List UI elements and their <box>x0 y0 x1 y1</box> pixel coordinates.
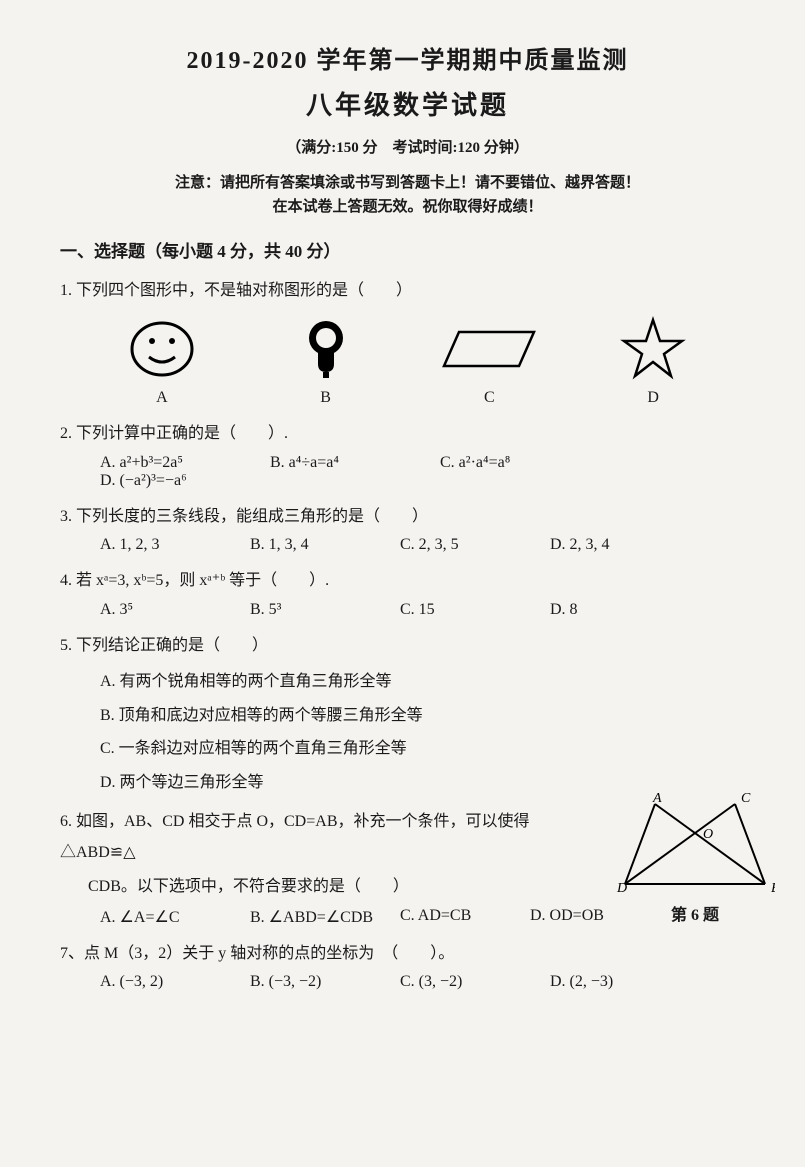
star-icon <box>618 316 688 382</box>
q3-opt-d: D. 2, 3, 4 <box>550 536 700 554</box>
q6-opt-c: C. AD=CB <box>400 907 530 927</box>
q1-fig-c <box>429 324 549 379</box>
q1-label-d: D <box>593 389 713 407</box>
section-1-head: 一、选择题（每小题 4 分，共 40 分） <box>60 237 755 262</box>
exam-notice: 注意：请把所有答案填涂或书写到答题卡上！请不要错位、越界答题！ 在本试卷上答题无… <box>60 171 755 219</box>
q5-opt-a: A. 有两个锐角相等的两个直角三角形全等 <box>100 665 755 699</box>
q6-caption: 第 6 题 <box>615 901 775 925</box>
q1-figures-row <box>60 310 755 389</box>
svg-text:O: O <box>703 827 713 842</box>
q2-opt-c: C. a²·a⁴=a⁸ <box>440 454 610 472</box>
q5-opt-c: C. 一条斜边对应相等的两个直角三角形全等 <box>100 732 755 766</box>
q4-opt-d: D. 8 <box>550 601 700 619</box>
q1-labels: A B C D <box>60 389 755 419</box>
svg-text:B: B <box>771 881 775 892</box>
q6-opt-b: B. ∠ABD=∠CDB <box>250 907 400 927</box>
q2-opt-d: D. (−a²)³=−a⁶ <box>100 472 270 490</box>
q4-stem: 4. 若 xᵃ=3, xᵇ=5，则 xᵃ⁺ᵇ 等于（ ）. <box>60 566 755 596</box>
q4-options: A. 3⁵ B. 5³ C. 15 D. 8 <box>60 601 755 619</box>
q5-stem: 5. 下列结论正确的是（ ） <box>60 631 755 661</box>
smiley-face-icon <box>127 319 197 379</box>
q6-opt-a: A. ∠A=∠C <box>100 907 250 927</box>
q3-stem: 3. 下列长度的三条线段，能组成三角形的是（ ） <box>60 502 755 532</box>
exam-title-line1: 2019-2020 学年第一学期期中质量监测 <box>60 40 755 75</box>
q7-opt-c: C. (3, −2) <box>400 973 550 991</box>
q7-opt-b: B. (−3, −2) <box>250 973 400 991</box>
q1-label-b: B <box>266 389 386 407</box>
q2-opt-b: B. a⁴÷a=a⁴ <box>270 454 440 472</box>
q1-label-a: A <box>102 389 222 407</box>
q3-opt-c: C. 2, 3, 5 <box>400 536 550 554</box>
svg-text:C: C <box>741 792 751 806</box>
q7-opt-d: D. (2, −3) <box>550 973 700 991</box>
q4-opt-c: C. 15 <box>400 601 550 619</box>
svg-text:A: A <box>652 792 662 806</box>
q1-fig-d <box>593 316 713 387</box>
q7-stem: 7、点 M（3，2）关于 y 轴对称的点的坐标为 （ ）。 <box>60 939 755 969</box>
q3-opt-a: A. 1, 2, 3 <box>100 536 250 554</box>
svg-text:D: D <box>616 881 627 892</box>
q3-options: A. 1, 2, 3 B. 1, 3, 4 C. 2, 3, 5 D. 2, 3… <box>60 536 755 554</box>
q1-label-c: C <box>429 389 549 407</box>
q1-fig-b <box>266 318 386 385</box>
q3-opt-b: B. 1, 3, 4 <box>250 536 400 554</box>
q1-stem: 1. 下列四个图形中，不是轴对称图形的是（ ） <box>60 276 755 306</box>
q7-options: A. (−3, 2) B. (−3, −2) C. (3, −2) D. (2,… <box>60 973 755 991</box>
q4-opt-b: B. 5³ <box>250 601 400 619</box>
q4-opt-a: A. 3⁵ <box>100 601 250 619</box>
q1-fig-a <box>102 319 222 384</box>
q2-opt-a: A. a²+b³=2a⁵ <box>100 454 270 472</box>
q6-figure: A C O D B 第 6 题 <box>615 792 775 925</box>
q5-opt-b: B. 顶角和底边对应相等的两个等腰三角形全等 <box>100 699 755 733</box>
lightbulb-icon <box>301 318 351 380</box>
notice-line2: 在本试卷上答题无效。祝你取得好成绩！ <box>272 199 542 215</box>
exam-meta: （满分:150 分 考试时间:120 分钟） <box>60 136 755 157</box>
exam-title-line2: 八年级数学试题 <box>60 85 755 122</box>
q5-options: A. 有两个锐角相等的两个直角三角形全等 B. 顶角和底边对应相等的两个等腰三角… <box>60 665 755 799</box>
q2-options: A. a²+b³=2a⁵ B. a⁴÷a=a⁴ C. a²·a⁴=a⁸ D. (… <box>60 454 755 490</box>
notice-line1: 注意：请把所有答案填涂或书写到答题卡上！请不要错位、越界答题！ <box>175 175 640 191</box>
parallelogram-icon <box>434 324 544 374</box>
triangle-diagram-icon: A C O D B <box>615 792 775 892</box>
q2-stem: 2. 下列计算中正确的是（ ）. <box>60 419 755 449</box>
q7-opt-a: A. (−3, 2) <box>100 973 250 991</box>
